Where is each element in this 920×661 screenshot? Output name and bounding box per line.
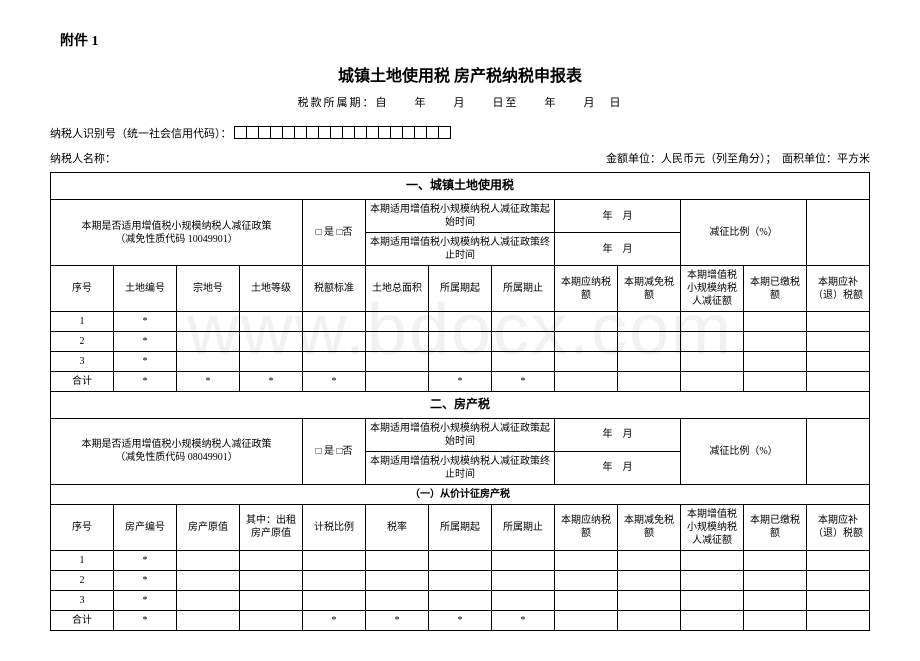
s1-r1-1: * bbox=[114, 312, 177, 332]
s1-col-1: 土地编号 bbox=[114, 266, 177, 312]
s2-col-10: 本期增值税小规模纳税人减征额 bbox=[681, 504, 744, 550]
s2-col-5: 税率 bbox=[366, 504, 429, 550]
s1-col-7: 所属期止 bbox=[492, 266, 555, 312]
s1-r2-1: * bbox=[114, 332, 177, 352]
s2-col-2: 房产原值 bbox=[177, 504, 240, 550]
s1-col-11: 本期已缴税额 bbox=[744, 266, 807, 312]
s1-col-12: 本期应补（退）税额 bbox=[807, 266, 870, 312]
s1-yesno: □ 是 □否 bbox=[303, 200, 366, 266]
s2-r3-1: * bbox=[114, 590, 177, 610]
table-row: 3 * bbox=[51, 352, 870, 372]
unit-label: 金额单位：人民币元（列至角分）； 面积单位：平方米 bbox=[606, 150, 870, 166]
s1-col-8: 本期应纳税额 bbox=[555, 266, 618, 312]
s2-col-0: 序号 bbox=[51, 504, 114, 550]
s2-r1-1: * bbox=[114, 550, 177, 570]
s2-total: 合计 bbox=[51, 610, 114, 630]
s2-end-value: 年 月 bbox=[555, 451, 681, 484]
name-unit-row: 纳税人名称： 金额单位：人民币元（列至角分）； 面积单位：平方米 bbox=[50, 150, 870, 166]
s1-col-5: 土地总面积 bbox=[366, 266, 429, 312]
table-row-total: 合计 * * * * * * bbox=[51, 372, 870, 392]
s2-ratio-value bbox=[807, 418, 870, 484]
s1-end-value: 年 月 bbox=[555, 233, 681, 266]
id-boxes bbox=[234, 126, 450, 142]
s1-ratio-label: 减征比例（%） bbox=[681, 200, 807, 266]
s1-start-label: 本期适用增值税小规模纳税人减征政策起始时间 bbox=[366, 200, 555, 233]
s2-end-label: 本期适用增值税小规模纳税人减征政策终止时间 bbox=[366, 451, 555, 484]
s1-col-4: 税额标准 bbox=[303, 266, 366, 312]
s1-ratio-value bbox=[807, 200, 870, 266]
table-row: 3 * bbox=[51, 590, 870, 610]
s2-r2-0: 2 bbox=[51, 570, 114, 590]
s1-start-value: 年 月 bbox=[555, 200, 681, 233]
s2-subsection: （一）从价计征房产税 bbox=[51, 484, 870, 504]
section2-header: 二、房产税 bbox=[51, 392, 870, 419]
s1-col-3: 土地等级 bbox=[240, 266, 303, 312]
table-row: 2 * bbox=[51, 570, 870, 590]
s2-t-7: * bbox=[492, 610, 555, 630]
s2-t-6: * bbox=[429, 610, 492, 630]
s1-col-0: 序号 bbox=[51, 266, 114, 312]
s2-r1-0: 1 bbox=[51, 550, 114, 570]
s1-col-10: 本期增值税小规模纳税人减征额 bbox=[681, 266, 744, 312]
table-row: 1 * bbox=[51, 550, 870, 570]
table-row: 2 * bbox=[51, 332, 870, 352]
s1-policy-label: 本期是否适用增值税小规模纳税人减征政策 （减免性质代码 10049901） bbox=[51, 200, 303, 266]
s2-r2-1: * bbox=[114, 570, 177, 590]
s2-col-3: 其中：出租房产原值 bbox=[240, 504, 303, 550]
s1-t-1: * bbox=[114, 372, 177, 392]
s2-r3-0: 3 bbox=[51, 590, 114, 610]
s2-yesno: □ 是 □否 bbox=[303, 418, 366, 484]
s2-t-1: * bbox=[114, 610, 177, 630]
s1-col-9: 本期减免税额 bbox=[618, 266, 681, 312]
s1-r3-1: * bbox=[114, 352, 177, 372]
section1-header: 一、城镇土地使用税 bbox=[51, 173, 870, 200]
s1-total: 合计 bbox=[51, 372, 114, 392]
taxpayer-name-label: 纳税人名称： bbox=[50, 150, 116, 166]
taxpayer-id-row: 纳税人识别号（统一社会信用代码）： bbox=[50, 125, 870, 142]
s2-col-1: 房产编号 bbox=[114, 504, 177, 550]
s2-col-11: 本期已缴税额 bbox=[744, 504, 807, 550]
table-row-total: 合计 * * * * * bbox=[51, 610, 870, 630]
s2-col-8: 本期应纳税额 bbox=[555, 504, 618, 550]
s1-r3-0: 3 bbox=[51, 352, 114, 372]
taxpayer-id-label: 纳税人识别号（统一社会信用代码）： bbox=[50, 128, 232, 140]
s2-t-5: * bbox=[366, 610, 429, 630]
s1-r1-0: 1 bbox=[51, 312, 114, 332]
s2-ratio-label: 减征比例（%） bbox=[681, 418, 807, 484]
s2-policy-label: 本期是否适用增值税小规模纳税人减征政策 （减免性质代码 08049901） bbox=[51, 418, 303, 484]
s1-t-4: * bbox=[303, 372, 366, 392]
s2-start-value: 年 月 bbox=[555, 418, 681, 451]
period-line: 税款所属期：自 年 月 日至 年 月 日 bbox=[50, 94, 870, 110]
s1-t-6: * bbox=[429, 372, 492, 392]
attachment-label: 附件 1 bbox=[60, 30, 870, 50]
s2-col-4: 计税比例 bbox=[303, 504, 366, 550]
s2-col-6: 所属期起 bbox=[429, 504, 492, 550]
s2-start-label: 本期适用增值税小规模纳税人减征政策起始时间 bbox=[366, 418, 555, 451]
s2-col-9: 本期减免税额 bbox=[618, 504, 681, 550]
s1-r2-0: 2 bbox=[51, 332, 114, 352]
s1-col-6: 所属期起 bbox=[429, 266, 492, 312]
page-title: 城镇土地使用税 房产税纳税申报表 bbox=[50, 62, 870, 86]
s2-t-4: * bbox=[303, 610, 366, 630]
s2-col-7: 所属期止 bbox=[492, 504, 555, 550]
s1-t-2: * bbox=[177, 372, 240, 392]
table-row: 1 * bbox=[51, 312, 870, 332]
s1-col-2: 宗地号 bbox=[177, 266, 240, 312]
s1-end-label: 本期适用增值税小规模纳税人减征政策终止时间 bbox=[366, 233, 555, 266]
s1-t-3: * bbox=[240, 372, 303, 392]
section1-table: 一、城镇土地使用税 本期是否适用增值税小规模纳税人减征政策 （减免性质代码 10… bbox=[50, 172, 870, 630]
s1-t-7: * bbox=[492, 372, 555, 392]
s2-col-12: 本期应补（退）税额 bbox=[807, 504, 870, 550]
